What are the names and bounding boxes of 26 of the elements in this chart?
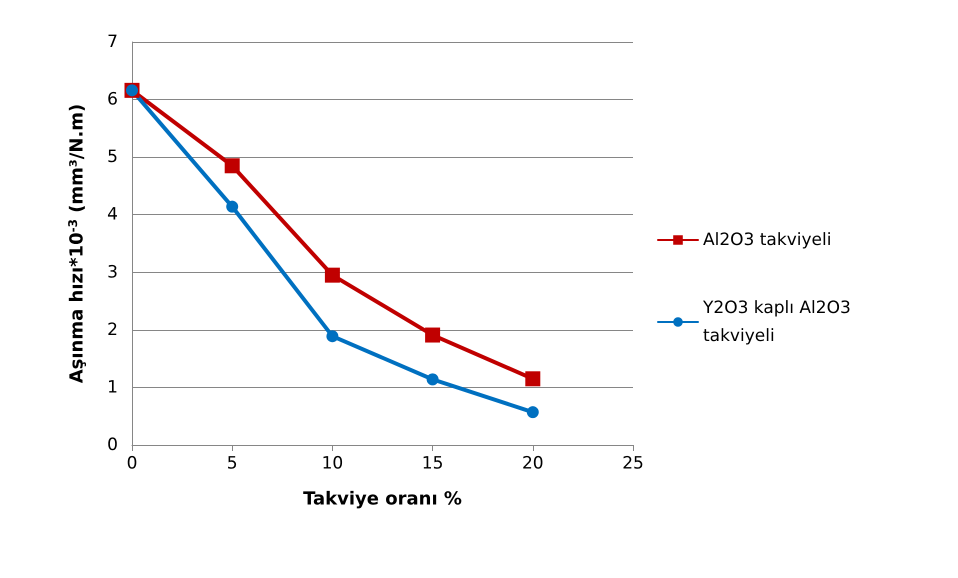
- y-tick-label: 5: [107, 147, 118, 168]
- point: [426, 373, 439, 386]
- y-tick-label: 6: [107, 90, 118, 110]
- point: [224, 158, 240, 174]
- legend-label: Al2O3 takviyeli: [703, 230, 832, 250]
- y-tick-label: 1: [107, 377, 118, 398]
- y-tick-label: 0: [107, 435, 118, 455]
- x-tick-label: 10: [322, 454, 344, 474]
- legend-label: Y2O3 kaplı Al2O3 takviyeli: [702, 298, 856, 346]
- y-tick-label: 3: [107, 262, 118, 282]
- x-tick-label: 20: [522, 454, 544, 474]
- x-tick-label: 5: [226, 454, 238, 474]
- point: [425, 328, 440, 343]
- point: [324, 268, 340, 283]
- y-axis-title: Aşınma hızı*10-3 (mm³/N.m): [66, 104, 88, 384]
- y-tick-label: 7: [107, 32, 118, 52]
- point: [526, 406, 539, 418]
- point: [226, 200, 238, 213]
- x-tick-label: 0: [126, 454, 138, 474]
- y-tick-label: 2: [107, 320, 118, 340]
- y-tick-label: 4: [107, 204, 118, 225]
- point: [525, 371, 540, 386]
- point: [326, 330, 338, 342]
- x-tick-label: 15: [422, 454, 444, 474]
- x-tick-label: 25: [622, 454, 644, 474]
- x-axis-title: Takviye oranı %: [303, 488, 462, 510]
